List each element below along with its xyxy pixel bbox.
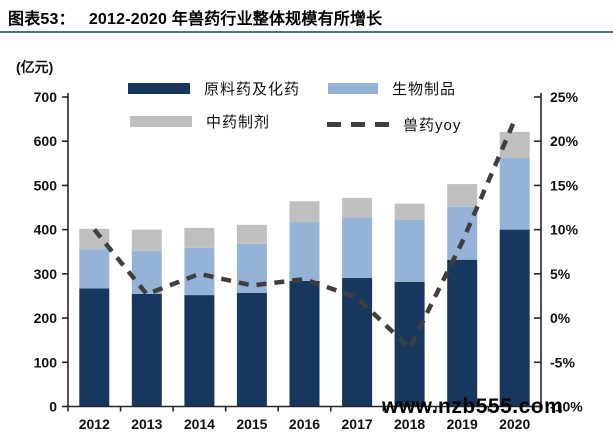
bar-segment-2 [447, 184, 478, 207]
bar-segment-0 [79, 288, 110, 407]
figure-title-text: 2012-2020 年兽药行业整体规模有所增长 [88, 11, 383, 28]
right-axis-tick-label: -10% [550, 399, 583, 415]
watermark: www.nzb555.com [382, 395, 564, 418]
right-axis-tick-label: 5% [550, 266, 571, 282]
bar-segment-2 [131, 229, 162, 251]
x-axis-label: 2014 [184, 416, 215, 432]
bar-segment-2 [289, 201, 320, 223]
bar-segment-1 [79, 249, 110, 289]
x-axis-label: 2016 [289, 416, 320, 432]
left-axis-tick-label: 600 [34, 133, 58, 149]
legend-item-tcm: 中药制剂 [130, 111, 270, 132]
bar-segment-2 [342, 197, 373, 218]
legend-item-yoy: 兽药yoy [327, 114, 461, 135]
x-axis-label: 2020 [499, 416, 530, 432]
bar-segment-0 [236, 292, 267, 407]
legend-dash-sample [327, 122, 389, 127]
left-axis-tick-label: 300 [34, 266, 58, 282]
bar-segment-0 [447, 259, 478, 407]
legend-item-api-chem: 原料药及化药 [128, 78, 300, 99]
x-axis-label: 2018 [394, 416, 425, 432]
right-axis-tick-label: 15% [550, 177, 579, 193]
legend-label-api-chem: 原料药及化药 [204, 81, 301, 98]
legend-swatch-biologics [328, 83, 378, 94]
left-axis-unit-label: (亿元) [16, 59, 54, 75]
x-axis-label: 2013 [131, 416, 162, 432]
left-axis-tick-label: 400 [34, 222, 58, 238]
left-axis-tick-label: 0 [49, 399, 57, 415]
legend-swatch-tcm [130, 116, 192, 127]
x-axis-label: 2015 [236, 416, 267, 432]
legend-label-yoy: 兽药yoy [403, 117, 462, 134]
left-axis-tick-label: 500 [34, 177, 58, 193]
legend-label-biologics: 生物制品 [392, 81, 457, 98]
bar-segment-2 [79, 228, 110, 250]
bar-segment-1 [447, 206, 478, 260]
bar-segment-2 [236, 224, 267, 244]
bar-segment-0 [131, 293, 162, 407]
figure-number-label: 图表53： [8, 11, 75, 28]
right-axis-tick-label: -5% [550, 354, 575, 370]
legend-item-biologics: 生物制品 [328, 78, 456, 99]
bar-segment-1 [394, 219, 425, 282]
right-axis-tick-label: 0% [550, 310, 571, 326]
legend-label-tcm: 中药制剂 [206, 114, 271, 131]
bar-segment-0 [499, 229, 530, 407]
left-axis-tick-label: 700 [34, 89, 58, 105]
right-axis-tick-label: 25% [550, 89, 579, 105]
chart-title: 图表53： 2012-2020 年兽药行业整体规模有所增长 [8, 5, 382, 29]
left-axis-tick-label: 200 [34, 310, 58, 326]
title-divider [0, 31, 613, 33]
x-axis-label: 2012 [79, 416, 110, 432]
bar-segment-1 [342, 217, 373, 278]
bar-segment-0 [289, 280, 320, 407]
bar-segment-0 [342, 277, 373, 407]
bar-segment-1 [499, 158, 530, 230]
x-axis-label: 2017 [342, 416, 373, 432]
bar-segment-2 [184, 227, 215, 248]
bar-segment-1 [289, 222, 320, 281]
left-axis-tick-label: 100 [34, 354, 58, 370]
bar-segment-2 [394, 203, 425, 220]
legend-swatch-api-chem [128, 83, 190, 94]
right-axis-tick-label: 20% [550, 133, 579, 149]
bar-segment-0 [184, 295, 215, 407]
yoy-line [92, 119, 517, 352]
right-axis-tick-label: 10% [550, 222, 579, 238]
bar-segment-1 [131, 250, 162, 294]
x-axis-label: 2019 [447, 416, 478, 432]
bar-segment-1 [184, 247, 215, 296]
